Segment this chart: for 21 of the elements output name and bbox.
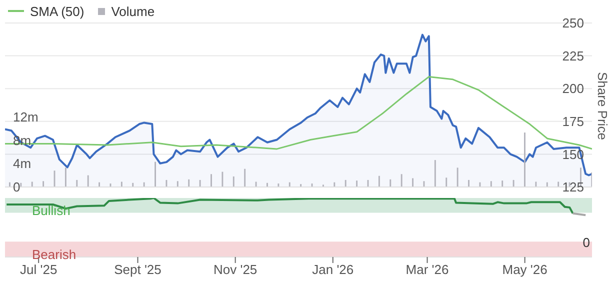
x-tick-label: Jul '25 — [20, 262, 58, 278]
y-tick-label: 200 — [562, 81, 584, 96]
y-tick-label: 125 — [562, 180, 584, 195]
y-axis-title: Share Price — [595, 70, 610, 142]
y-tick-label: 250 — [562, 16, 584, 31]
y-tick-label: 225 — [562, 48, 584, 64]
y2-tick-label: 4m — [13, 156, 32, 172]
y2-tick-label: 0 — [13, 180, 20, 195]
x-tick-label: Sept '25 — [114, 262, 162, 278]
band-label: Bearish — [32, 246, 76, 262]
annotation: 0 — [582, 235, 590, 250]
y2-tick-label: 12m — [13, 109, 38, 124]
x-tick-label: Mar '26 — [406, 262, 449, 278]
x-tick-label: Nov '25 — [213, 262, 258, 278]
legend-label: SMA (50) — [30, 4, 84, 18]
band-label: Bullish — [32, 202, 70, 218]
line-series — [5, 76, 592, 150]
y-tick-label: 175 — [562, 114, 584, 130]
x-tick-label: May '26 — [502, 262, 548, 278]
legend-label: Volume — [111, 4, 155, 18]
x-tick-label: Jan '26 — [312, 262, 354, 278]
